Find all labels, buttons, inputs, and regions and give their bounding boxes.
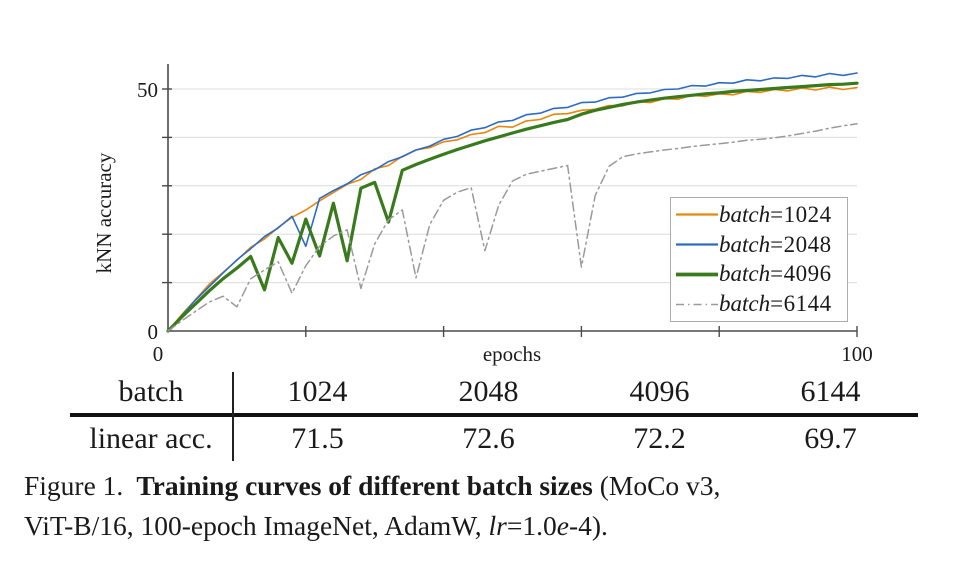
legend-line-swatch-blue <box>676 243 718 246</box>
table-cell-acc-6144: 69.7 <box>804 421 857 455</box>
y-tick-label-50: 50 <box>137 78 158 102</box>
figure-number: Figure 1. <box>24 470 124 501</box>
legend-label: batch=2048 <box>719 231 832 257</box>
figure-caption: Figure 1. Training curves of different ba… <box>24 466 964 546</box>
legend-item-batch-4096: batch=4096 <box>675 260 847 289</box>
y-tick-label-0: 0 <box>147 320 159 344</box>
table-header-linear-acc: linear acc. <box>89 421 213 455</box>
legend-line-swatch-green <box>676 272 718 277</box>
chart-legend: batch=1024 batch=2048 batch=4096 batch=6… <box>670 197 848 322</box>
legend-label: batch=4096 <box>719 261 832 287</box>
table-rule <box>70 413 918 417</box>
table-cell-acc-2048: 72.6 <box>462 421 515 455</box>
x-axis-label: epochs <box>482 342 542 366</box>
table-cell-batch-6144: 6144 <box>800 374 861 408</box>
caption-line-2: ViT-B/16, 100-epoch ImageNet, AdamW, lr=… <box>24 510 608 541</box>
legend-line-swatch-orange <box>676 213 718 216</box>
table-cell-batch-4096: 4096 <box>629 374 690 408</box>
legend-label: batch=6144 <box>719 291 832 317</box>
legend-item-batch-1024: batch=1024 <box>675 200 847 229</box>
table-row-batch: batch 1024 2048 4096 6144 <box>70 369 918 414</box>
table-divider <box>232 372 234 461</box>
x-tick-label-100: 100 <box>841 342 873 366</box>
legend-item-batch-2048: batch=2048 <box>675 230 847 259</box>
table-row-linear-acc: linear acc. 71.5 72.6 72.2 69.7 <box>70 416 918 461</box>
table-header-batch: batch <box>118 374 184 408</box>
y-axis-label: kNN accuracy <box>92 152 116 274</box>
table-cell-batch-2048: 2048 <box>458 374 519 408</box>
batch-results-table: batch 1024 2048 4096 6144 linear acc. 71… <box>70 369 918 463</box>
table-cell-acc-1024: 71.5 <box>291 421 344 455</box>
table-cell-batch-1024: 1024 <box>287 374 348 408</box>
caption-line-1: Figure 1. Training curves of different ba… <box>24 470 721 501</box>
legend-label: batch=1024 <box>719 201 832 227</box>
x-tick-label-0: 0 <box>152 342 164 366</box>
legend-item-batch-6144: batch=6144 <box>675 290 847 319</box>
legend-line-swatch-gray <box>676 303 718 305</box>
table-cell-acc-4096: 72.2 <box>633 421 686 455</box>
